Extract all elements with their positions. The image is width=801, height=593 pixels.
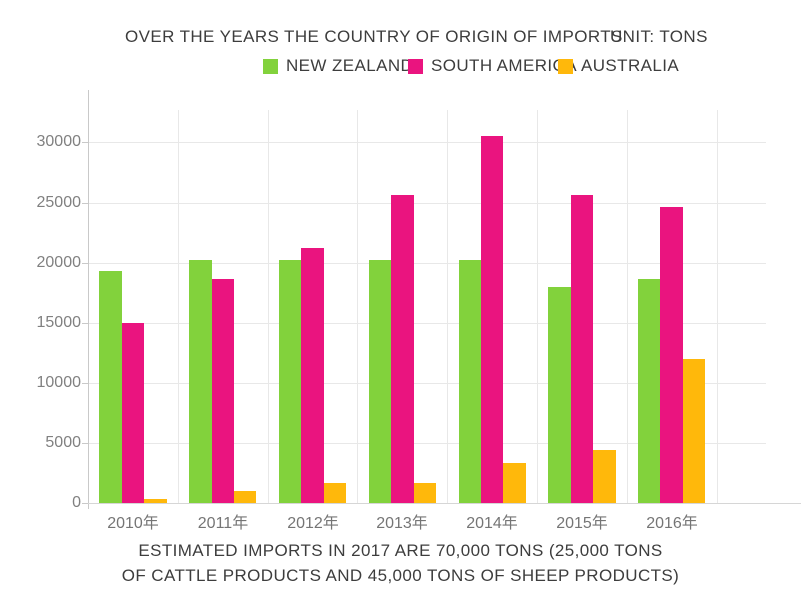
legend-label: NEW ZEALAND [286, 56, 414, 75]
bar-new-zealand-2011- [189, 260, 212, 503]
legend-label: AUSTRALIA [581, 56, 680, 75]
gridline-horizontal [88, 142, 766, 143]
y-axis-tick [82, 503, 88, 504]
legend-swatch-south-america [408, 58, 423, 74]
bar-australia-2012- [324, 483, 346, 503]
bar-south-america-2012- [301, 248, 324, 503]
bar-south-america-2014- [481, 136, 503, 503]
gridline-vertical [447, 110, 448, 503]
chart-caption: ESTIMATED IMPORTS IN 2017 ARE 70,000 TON… [0, 538, 801, 588]
legend-swatch-new-zealand [263, 58, 278, 74]
legend-item-south-america[interactable]: SOUTH AMERICA [408, 56, 577, 75]
legend-label: SOUTH AMERICA [431, 56, 577, 75]
bar-new-zealand-2014- [459, 260, 481, 503]
legend-item-new-zealand[interactable]: NEW ZEALAND [263, 56, 414, 75]
chart-title: OVER THE YEARS THE COUNTRY OF ORIGIN OF … [125, 27, 623, 46]
bar-australia-2015- [593, 450, 616, 503]
bar-new-zealand-2012- [279, 260, 301, 503]
gridline-vertical [178, 110, 179, 503]
x-axis-label: 2015年 [556, 515, 608, 532]
bar-australia-2010- [144, 499, 167, 503]
bar-south-america-2010- [122, 323, 144, 503]
y-tick-label: 0 [72, 494, 81, 511]
x-axis-line [88, 503, 801, 504]
y-tick-label: 15000 [36, 314, 82, 331]
caption-line-1: ESTIMATED IMPORTS IN 2017 ARE 70,000 TON… [138, 541, 663, 560]
bar-australia-2013- [414, 483, 436, 503]
y-tick-label: 30000 [36, 133, 82, 150]
bar-south-america-2015- [571, 195, 593, 503]
bar-new-zealand-2015- [548, 287, 571, 503]
y-tick-label: 5000 [45, 434, 81, 451]
bar-new-zealand-2016- [638, 279, 660, 503]
gridline-horizontal [88, 203, 766, 204]
gridline-horizontal [88, 323, 766, 324]
y-tick-label: 20000 [36, 254, 82, 271]
y-axis-tick [82, 323, 88, 324]
y-axis-tick [82, 142, 88, 143]
bar-australia-2011- [234, 491, 256, 503]
x-axis-label: 2011年 [197, 515, 249, 532]
legend-item-australia[interactable]: AUSTRALIA [558, 56, 680, 75]
x-axis-label: 2012年 [287, 515, 339, 532]
bar-new-zealand-2013- [369, 260, 391, 503]
y-tick-label: 10000 [36, 374, 82, 391]
unit-label: UNIT: TONS [610, 27, 708, 46]
y-tick-label: 25000 [36, 194, 82, 211]
caption-line-2: OF CATTLE PRODUCTS AND 45,000 TONS OF SH… [121, 566, 680, 585]
y-axis-line [88, 90, 89, 509]
gridline-vertical [268, 110, 269, 503]
legend-swatch-australia [558, 58, 573, 74]
x-axis-label: 2014年 [466, 515, 518, 532]
bar-south-america-2011- [212, 279, 234, 503]
gridline-horizontal [88, 443, 766, 444]
bar-australia-2014- [503, 463, 526, 503]
gridline-vertical [717, 110, 718, 503]
bar-south-america-2013- [391, 195, 414, 503]
y-axis-tick [82, 383, 88, 384]
x-axis-label: 2013年 [376, 515, 428, 532]
bar-south-america-2016- [660, 207, 683, 503]
bar-new-zealand-2010- [99, 271, 122, 503]
gridline-vertical [537, 110, 538, 503]
bar-australia-2016- [683, 359, 705, 503]
gridline-vertical [627, 110, 628, 503]
gridline-vertical [357, 110, 358, 503]
x-axis-label: 2010年 [107, 515, 159, 532]
gridline-horizontal [88, 263, 766, 264]
y-axis-tick [82, 263, 88, 264]
y-axis-tick [82, 443, 88, 444]
x-axis-label: 2016年 [646, 515, 698, 532]
y-axis-tick [82, 203, 88, 204]
gridline-horizontal [88, 383, 766, 384]
